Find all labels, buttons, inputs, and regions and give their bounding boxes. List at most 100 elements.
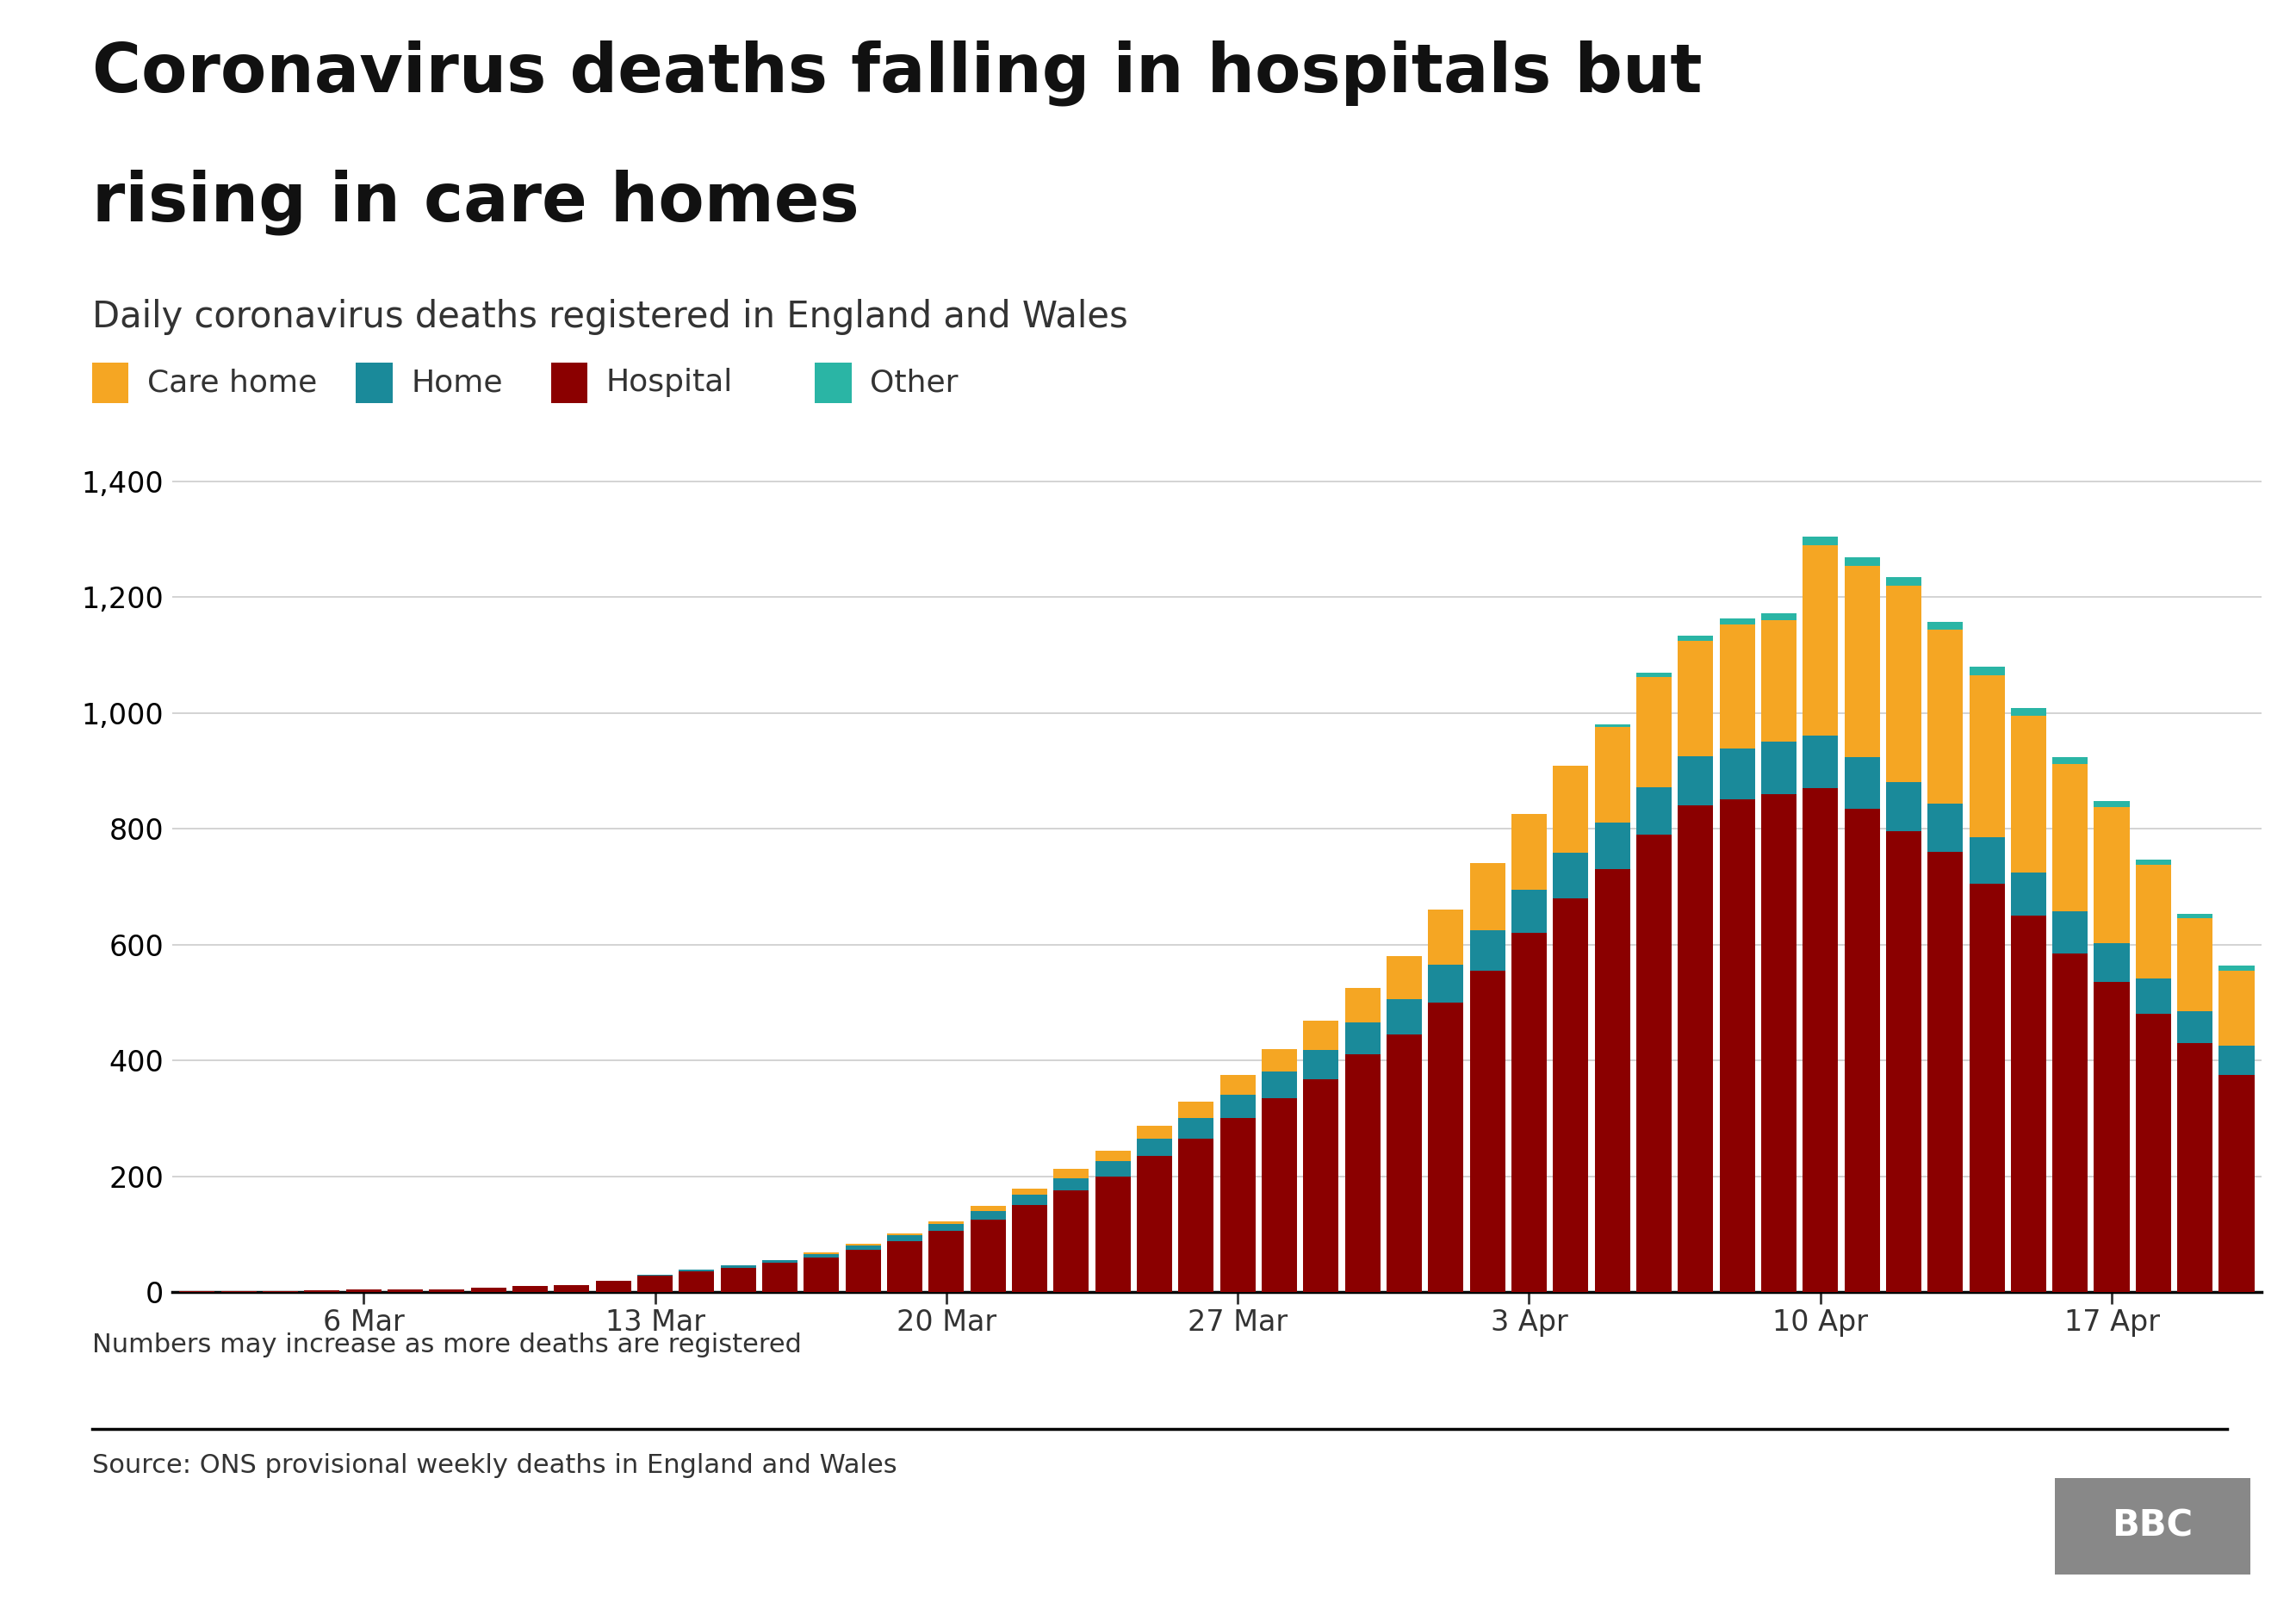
Bar <box>1802 544 1839 736</box>
Bar <box>1219 1095 1256 1118</box>
Bar <box>2053 757 2087 764</box>
Bar <box>1428 1003 1463 1292</box>
Text: Coronavirus deaths falling in hospitals but: Coronavirus deaths falling in hospitals … <box>92 40 1701 107</box>
Bar <box>1261 1098 1297 1292</box>
Bar <box>1720 799 1754 1292</box>
Bar <box>1637 835 1671 1292</box>
Bar <box>2177 1043 2213 1292</box>
Bar <box>1428 909 1463 964</box>
Bar <box>429 1289 464 1292</box>
Bar <box>2177 1011 2213 1043</box>
Bar <box>2135 866 2172 979</box>
Bar <box>762 1260 797 1263</box>
Bar <box>886 1240 923 1292</box>
Bar <box>1304 1050 1339 1079</box>
Bar <box>1802 536 1839 544</box>
Text: Source: ONS provisional weekly deaths in England and Wales: Source: ONS provisional weekly deaths in… <box>92 1454 898 1478</box>
Bar <box>471 1287 505 1292</box>
Bar <box>1596 869 1630 1292</box>
Bar <box>2053 911 2087 953</box>
Bar <box>1970 883 2004 1292</box>
Bar <box>971 1206 1006 1211</box>
Text: Daily coronavirus deaths registered in England and Wales: Daily coronavirus deaths registered in E… <box>92 299 1127 334</box>
Bar <box>971 1211 1006 1219</box>
Bar <box>1720 619 1754 625</box>
Bar <box>2218 966 2255 971</box>
Bar <box>2094 943 2128 982</box>
Text: Hospital: Hospital <box>606 368 732 397</box>
Bar <box>1261 1072 1297 1098</box>
Bar <box>845 1250 882 1292</box>
Bar <box>2218 1047 2255 1076</box>
Bar <box>1137 1156 1173 1292</box>
Bar <box>1637 673 1671 677</box>
Bar <box>1219 1076 1256 1095</box>
Bar <box>1596 727 1630 824</box>
Bar <box>1761 795 1795 1292</box>
Bar <box>1970 675 2004 837</box>
Bar <box>2011 709 2046 715</box>
Bar <box>721 1266 755 1268</box>
Bar <box>2094 982 2128 1292</box>
Bar <box>680 1271 714 1292</box>
Bar <box>1678 636 1713 641</box>
Text: Other: Other <box>870 368 957 397</box>
Bar <box>1178 1101 1215 1118</box>
Bar <box>553 1286 590 1292</box>
Bar <box>1219 1118 1256 1292</box>
Bar <box>845 1245 882 1250</box>
Bar <box>928 1221 964 1224</box>
Bar <box>1929 630 1963 804</box>
Bar <box>1054 1177 1088 1190</box>
Bar <box>1428 964 1463 1003</box>
Bar <box>928 1231 964 1292</box>
Bar <box>1844 557 1880 567</box>
Bar <box>1469 971 1506 1292</box>
Bar <box>804 1256 838 1292</box>
Bar <box>2135 859 2172 866</box>
Bar <box>1678 806 1713 1292</box>
Bar <box>971 1219 1006 1292</box>
Bar <box>1552 898 1589 1292</box>
Bar <box>638 1276 673 1292</box>
Bar <box>1095 1150 1130 1161</box>
Bar <box>2011 872 2046 916</box>
Bar <box>1596 824 1630 869</box>
Bar <box>1970 667 2004 675</box>
Text: BBC: BBC <box>2112 1508 2193 1544</box>
Bar <box>1387 1034 1421 1292</box>
Bar <box>2053 764 2087 911</box>
Bar <box>1387 1000 1421 1034</box>
Bar <box>762 1263 797 1292</box>
Bar <box>2177 919 2213 1011</box>
Bar <box>1596 725 1630 727</box>
Bar <box>1054 1169 1088 1177</box>
Bar <box>2053 953 2087 1292</box>
Bar <box>1885 577 1922 585</box>
Bar <box>1552 853 1589 898</box>
Text: rising in care homes: rising in care homes <box>92 170 859 236</box>
Bar <box>305 1290 340 1292</box>
Bar <box>1178 1139 1215 1292</box>
Bar <box>1885 585 1922 782</box>
Bar <box>1511 890 1548 933</box>
Bar <box>1929 804 1963 851</box>
Bar <box>1511 814 1548 890</box>
Bar <box>1637 677 1671 787</box>
Bar <box>1678 641 1713 756</box>
Bar <box>2011 715 2046 872</box>
Bar <box>1054 1190 1088 1292</box>
Bar <box>1178 1118 1215 1139</box>
Bar <box>1137 1126 1173 1139</box>
Bar <box>680 1269 714 1271</box>
Bar <box>1844 809 1880 1292</box>
Bar <box>1761 741 1795 795</box>
Bar <box>2094 801 2128 806</box>
Bar <box>1137 1139 1173 1156</box>
Bar <box>1637 787 1671 835</box>
Bar <box>1095 1161 1130 1176</box>
Bar <box>1844 757 1880 809</box>
Bar <box>804 1253 838 1256</box>
Bar <box>1929 622 1963 630</box>
Text: Home: Home <box>411 368 503 397</box>
